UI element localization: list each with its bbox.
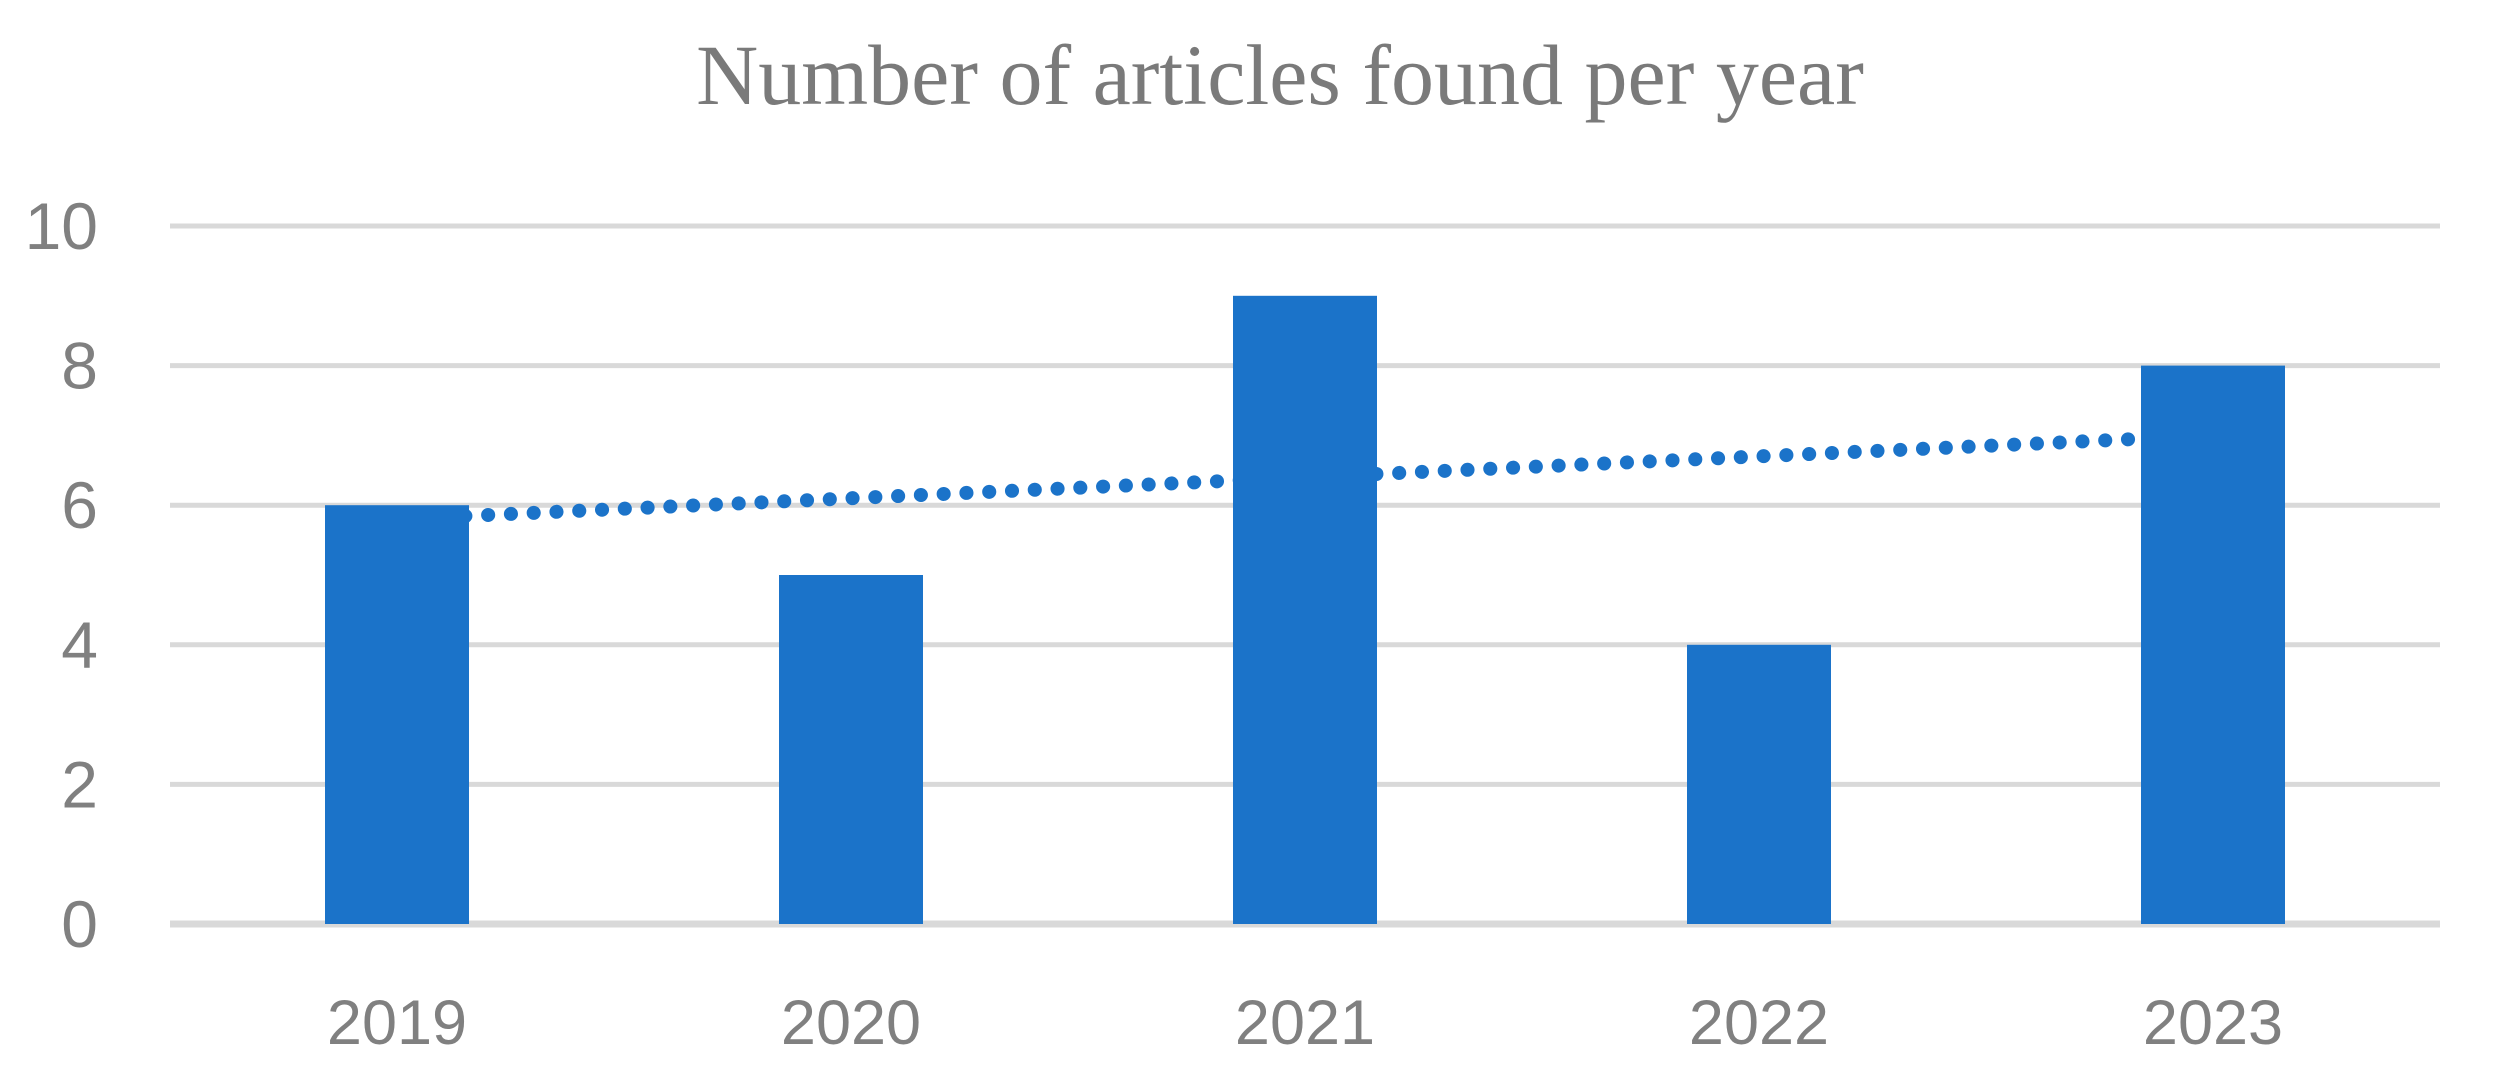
x-axis-label-2020: 2020 [781, 988, 921, 1058]
x-axis-label-2022: 2022 [1689, 988, 1829, 1058]
bar-2022 [1687, 644, 1831, 924]
x-axis-label-2023: 2023 [2143, 988, 2283, 1058]
x-axis-labels: 2019 2020 2021 2022 2023 [327, 988, 2283, 1058]
y-axis-label-8: 8 [61, 329, 98, 403]
x-axis-label-2021: 2021 [1235, 988, 1375, 1058]
y-axis-label-6: 6 [61, 468, 98, 542]
bar-2020 [779, 575, 923, 924]
chart-title: Number of articles found per year [696, 27, 1864, 123]
y-axis-labels: 0 2 4 6 8 10 [25, 189, 98, 961]
y-axis-label-4: 4 [61, 608, 98, 682]
bar-2019 [325, 505, 469, 924]
y-axis-label-2: 2 [61, 747, 98, 821]
bars-group [325, 295, 2285, 925]
bar-2021 [1233, 295, 1377, 924]
x-axis-label-2019: 2019 [327, 988, 467, 1058]
bar-2023 [2141, 365, 2285, 925]
y-axis-label-10: 10 [25, 189, 98, 263]
y-axis-label-0: 0 [61, 887, 98, 961]
